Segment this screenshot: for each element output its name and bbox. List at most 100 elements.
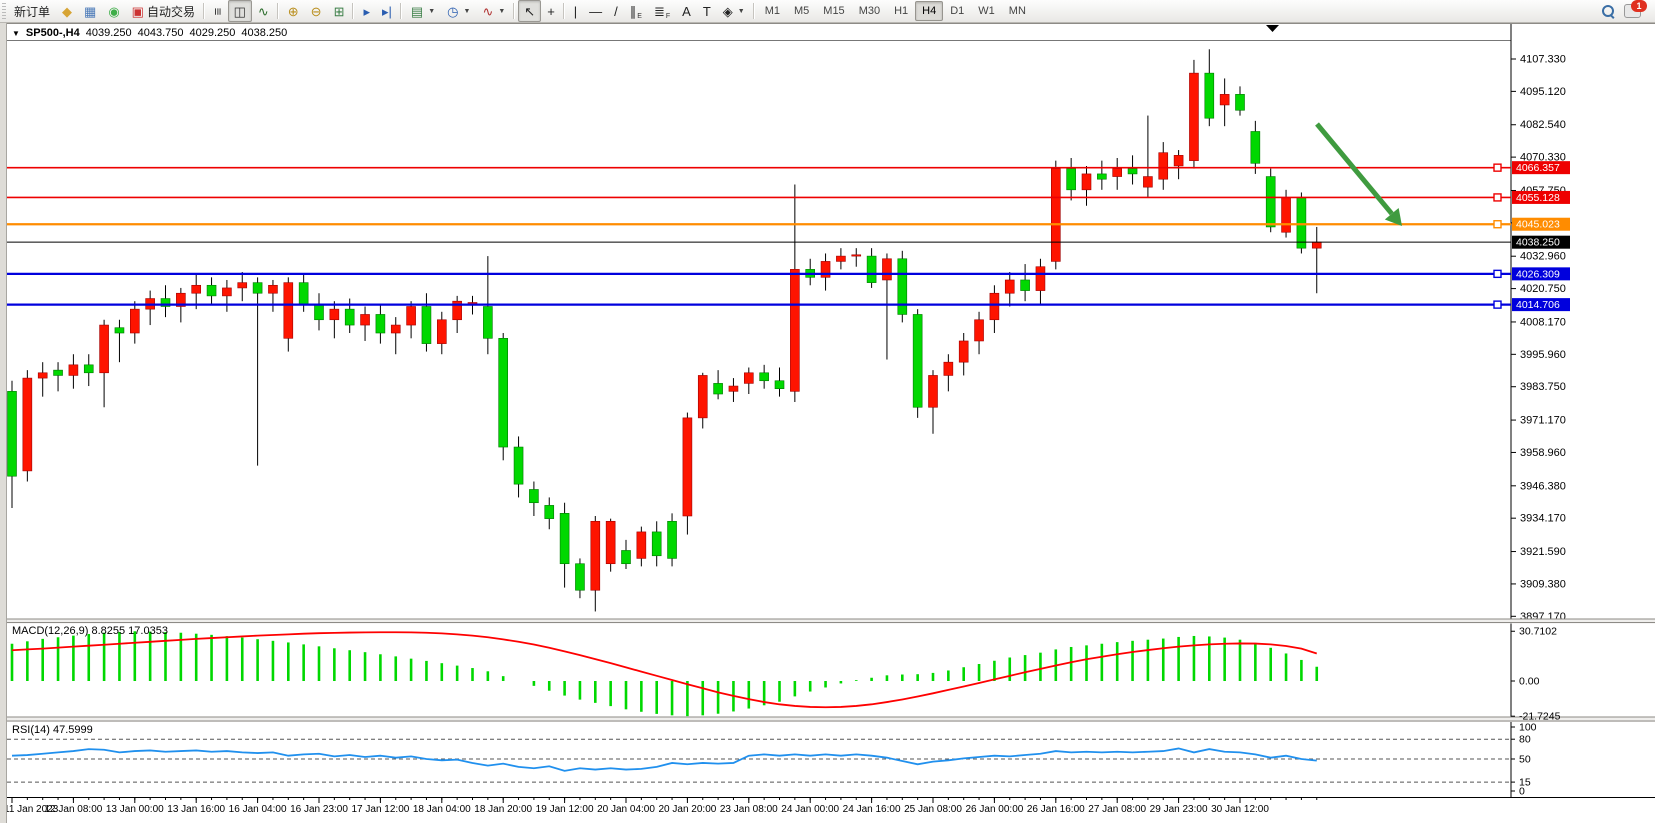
periods-icon[interactable]: ◷ ▼: [441, 0, 476, 22]
timeframe-w1[interactable]: W1: [978, 5, 995, 17]
text-icon[interactable]: A: [676, 0, 697, 22]
toolbar: 新订单 ◆ ▦ ◉ ▣ 自动交易 ≡ ◫ ∿ ⊕ ⊖ ⊞ ▸ ▸| ▤ ▼ ◷ ▼ ∿ ▼ ↖ + | — / ∥ E ≣ F A T ◈ ▼ M…: [0, 0, 1655, 23]
new-chart-icon[interactable]: ▤ ▼: [405, 0, 441, 22]
candle-body: [7, 391, 17, 477]
price-tick-label: 4095.120: [1520, 86, 1566, 98]
dropdown-caret-icon[interactable]: ▼: [737, 7, 745, 15]
toolbar-separator: [562, 3, 565, 19]
time-label: 24 Jan 00:00: [781, 804, 839, 815]
bar-chart-icon[interactable]: ≡: [208, 0, 228, 22]
timeframe-m30[interactable]: M30: [858, 5, 881, 17]
candle-body: [790, 269, 800, 392]
candle-body: [176, 292, 186, 307]
chart-shift-icon[interactable]: ▸|: [376, 0, 398, 22]
dropdown-caret-icon[interactable]: ▼: [428, 7, 436, 15]
autotrading-button[interactable]: ▣ 自动交易: [126, 0, 201, 22]
price-tick-label: 4032.960: [1520, 251, 1566, 263]
panel-splitter[interactable]: [0, 717, 1655, 722]
notifications-icon[interactable]: 1: [1624, 0, 1647, 18]
candle-body: [160, 298, 171, 307]
candle-body: [513, 446, 524, 485]
market-watch-icon[interactable]: ◆: [56, 0, 78, 22]
trendline-icon[interactable]: /: [608, 0, 624, 22]
toolbar-separator: [276, 3, 279, 19]
line-handle-pivot[interactable]: [1493, 220, 1502, 229]
shapes-icon[interactable]: ◈ ▼: [717, 0, 751, 22]
text-label-icon[interactable]: T: [697, 0, 717, 22]
horizontal-line-icon[interactable]: —: [583, 0, 608, 22]
trendline-icon: /: [614, 3, 618, 19]
time-label: 27 Jan 08:00: [1088, 804, 1146, 815]
line-handle-support-1[interactable]: [1493, 269, 1502, 279]
line-handle-resistance-2[interactable]: [1493, 193, 1502, 202]
zoom-out-icon[interactable]: ⊖: [305, 0, 328, 22]
toolbar-group: 新订单 ◆ ▦ ◉ ▣ 自动交易: [8, 0, 201, 22]
candle-body: [897, 258, 908, 315]
candle-body: [1112, 168, 1122, 177]
new-order-button[interactable]: 新订单: [8, 0, 56, 22]
candle-body: [37, 372, 48, 379]
chart-window[interactable]: [0, 23, 1655, 823]
candle-body: [53, 369, 63, 376]
candle-body: [252, 282, 263, 294]
candle-body: [483, 306, 493, 339]
tile-windows-icon[interactable]: ⊞: [328, 0, 351, 22]
candle-body: [1004, 279, 1015, 294]
candle-body: [728, 385, 739, 392]
macd-scale-label: 30.7102: [1519, 626, 1557, 638]
timeframe-h1[interactable]: H1: [894, 5, 909, 17]
search-icon[interactable]: [1602, 5, 1614, 17]
data-window-icon[interactable]: ▦: [78, 0, 102, 22]
collapse-arrow-icon[interactable]: ▼: [12, 28, 20, 38]
zoom-in-icon[interactable]: ⊕: [282, 0, 305, 22]
toolbar-separator: [752, 3, 755, 19]
market-watch-icon: ◆: [62, 3, 73, 19]
equidistant-channel-icon[interactable]: ∥ E: [624, 0, 648, 22]
cursor-icon[interactable]: ↖: [518, 0, 542, 22]
panel-splitter[interactable]: [0, 619, 1655, 624]
dropdown-caret-icon[interactable]: ▼: [498, 7, 506, 15]
candlestick-chart-icon[interactable]: ◫: [227, 0, 252, 22]
crosshair-icon[interactable]: +: [541, 0, 561, 22]
time-label: 16 Jan 04:00: [229, 804, 287, 815]
trend-arrow[interactable]: [1315, 122, 1394, 216]
line-handle-resistance-1[interactable]: [1493, 163, 1502, 172]
price-tick-label: 4020.750: [1520, 283, 1566, 295]
navigator-icon: ◉: [108, 3, 120, 19]
price-badge: [1512, 161, 1570, 175]
dropdown-caret-icon[interactable]: ▼: [463, 7, 471, 15]
candle-body: [114, 327, 125, 334]
timeframe-m5[interactable]: M5: [794, 5, 810, 17]
navigator-icon[interactable]: ◉: [102, 0, 125, 22]
price-badge: [1512, 235, 1570, 249]
candle-body: [329, 308, 340, 321]
fibonacci-icon[interactable]: ≣ F: [648, 0, 676, 22]
toolbar-group: ▤ ▼ ◷ ▼ ∿ ▼: [405, 0, 511, 22]
timeframe-m15[interactable]: M15: [823, 5, 845, 17]
candle-body: [298, 282, 309, 305]
candle-body: [1173, 155, 1184, 167]
candle-body: [1081, 173, 1092, 191]
candle-body: [621, 550, 631, 565]
timeframe-mn[interactable]: MN: [1008, 5, 1026, 17]
chart-shift-icon: ▸|: [382, 3, 392, 19]
rsi-scale-label: 0: [1519, 786, 1525, 798]
line-chart-icon[interactable]: ∿: [252, 0, 275, 22]
trend-arrow-head[interactable]: [1384, 207, 1402, 226]
candle-body: [68, 364, 79, 376]
periods-icon: ◷: [447, 3, 459, 19]
candle-body: [406, 306, 416, 326]
vertical-line-icon[interactable]: |: [568, 0, 583, 22]
time-label: 30 Jan 12:00: [1211, 804, 1269, 815]
indicators-icon[interactable]: ∿ ▼: [476, 0, 511, 22]
candlestick-chart-icon: ◫: [233, 3, 246, 19]
timeframe-d1[interactable]: D1: [950, 5, 965, 17]
candle-body: [1051, 168, 1061, 262]
auto-scroll-icon[interactable]: ▸: [357, 0, 376, 22]
candle-body: [22, 377, 33, 472]
timeframe-h4[interactable]: H4: [915, 1, 944, 21]
line-handle-support-2[interactable]: [1493, 300, 1502, 309]
chart-shift-marker[interactable]: [1266, 25, 1279, 32]
timeframe-m1[interactable]: M1: [764, 5, 780, 17]
